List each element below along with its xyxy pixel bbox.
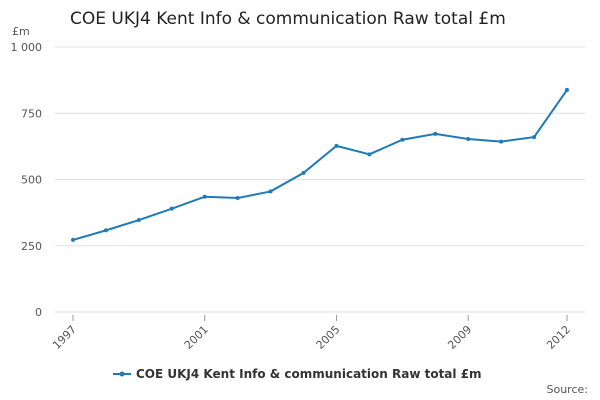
data-point	[433, 131, 438, 136]
data-point	[268, 189, 273, 194]
data-point	[499, 139, 504, 144]
data-point	[169, 206, 174, 211]
legend-marker	[119, 371, 125, 377]
data-line	[72, 89, 568, 241]
x-tick-label: 2009	[445, 323, 474, 352]
y-tick-label: 0	[35, 306, 42, 319]
data-point	[103, 228, 108, 233]
x-tick-label: 1997	[50, 323, 79, 352]
data-point	[532, 135, 537, 140]
data-point	[334, 143, 339, 148]
data-point	[301, 170, 306, 175]
chart-title: COE UKJ4 Kent Info & communication Raw t…	[70, 9, 506, 29]
y-tick-label: 1 000	[11, 41, 43, 54]
x-tick-label: 2005	[314, 323, 343, 352]
data-point	[400, 137, 405, 142]
data-point	[235, 196, 240, 201]
source: Source:	[547, 383, 589, 396]
data-point	[71, 237, 75, 242]
data-point	[466, 136, 471, 141]
x-tick-label: 2001	[182, 323, 211, 352]
x-tick-label: 2012	[544, 323, 573, 352]
legend-label: COE UKJ4 Kent Info & communication Raw t…	[136, 367, 482, 381]
y-tick-label: 750	[21, 107, 42, 120]
y-tick-label: 500	[21, 174, 42, 187]
data-point	[565, 87, 569, 92]
data-point	[367, 152, 372, 157]
y-unit: £m	[12, 25, 30, 38]
data-point	[202, 194, 207, 199]
data-point	[136, 218, 141, 223]
y-tick-label: 250	[21, 240, 42, 253]
